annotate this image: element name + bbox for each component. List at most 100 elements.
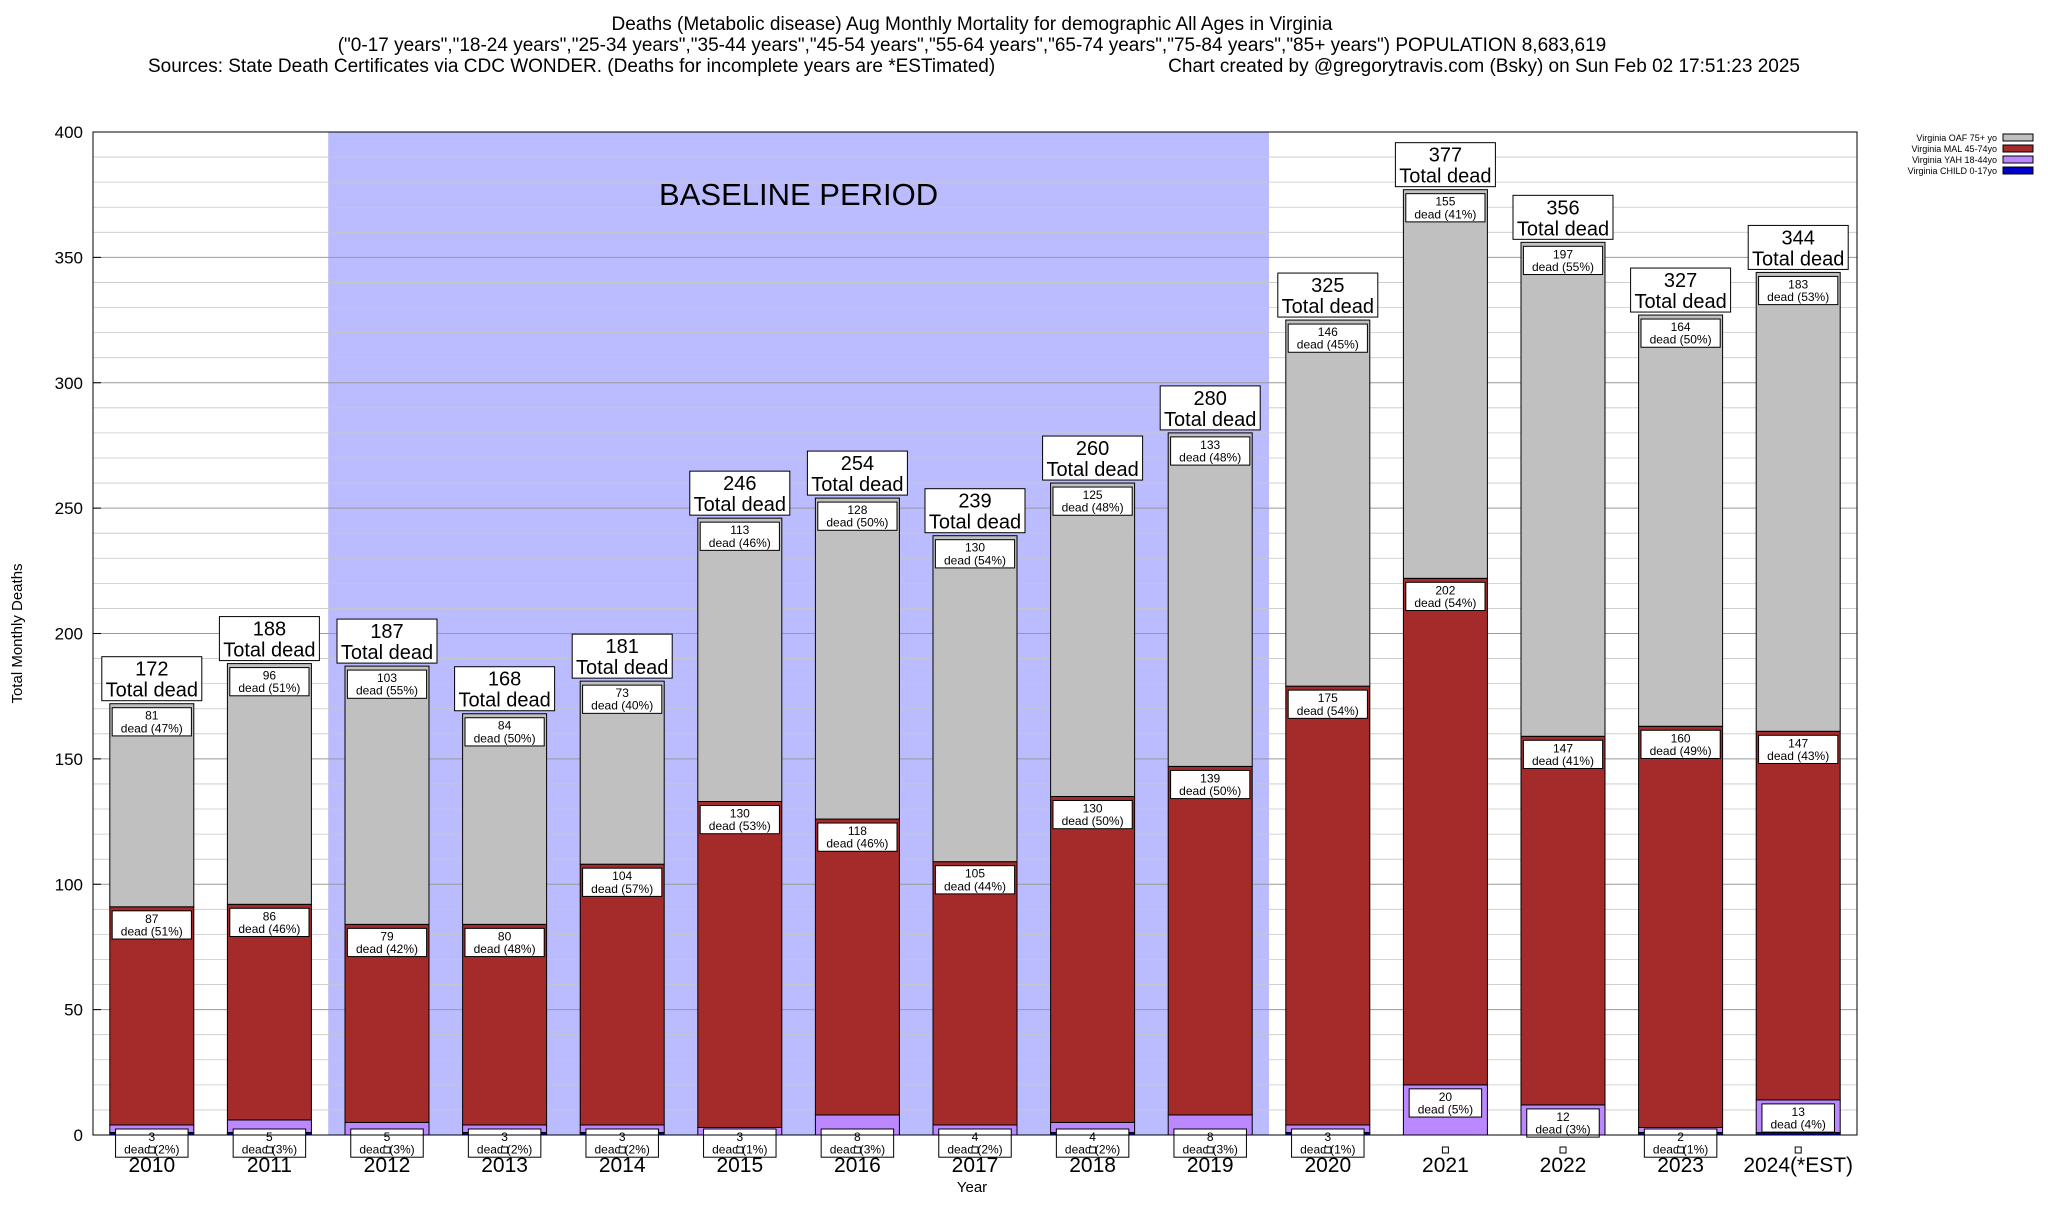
yah-segment-label-value: 3 xyxy=(1324,1130,1331,1144)
mal-segment-label-box xyxy=(1170,769,1251,800)
x-tick-label: 2010 xyxy=(128,1154,175,1177)
oaf-segment-label-box xyxy=(1405,193,1486,223)
total-label-text: Total dead xyxy=(1752,248,1844,270)
total-label-value: 260 xyxy=(1076,438,1109,460)
oaf-segment-label-box xyxy=(699,521,780,551)
total-label-text: Total dead xyxy=(1634,291,1726,313)
mal-segment-label-box xyxy=(111,910,192,940)
total-label-text: Total dead xyxy=(1046,459,1138,481)
oaf-segment-label-value: 146 xyxy=(1318,325,1338,339)
child-marker xyxy=(1441,1146,1449,1154)
child-marker xyxy=(148,1146,156,1154)
mal-segment-label-value: 130 xyxy=(1083,801,1103,815)
bar-segment xyxy=(462,923,548,1126)
yah-segment-label-pct: dead (4%) xyxy=(1771,1117,1826,1131)
bar-segment xyxy=(1285,319,1371,687)
mal-segment-label-pct: dead (53%) xyxy=(709,819,771,833)
bar-segment xyxy=(1402,577,1488,1086)
total-label-text: Total dead xyxy=(106,680,198,702)
oaf-segment-label-value: 183 xyxy=(1788,277,1808,291)
legend-label: Virginia OAF 75+ yo xyxy=(1916,133,1997,143)
bar-segment xyxy=(932,861,1018,1126)
x-tick-label: 2020 xyxy=(1304,1154,1351,1177)
bar-segment xyxy=(1520,735,1606,1106)
y-axis-title: Total Monthly Deaths xyxy=(9,563,26,703)
mal-segment-label-value: 147 xyxy=(1788,736,1808,750)
yah-segment-label-value: 12 xyxy=(1556,1110,1570,1124)
bar-segment xyxy=(1167,765,1253,1116)
x-tick-label: 2011 xyxy=(247,1154,292,1177)
mal-segment-label-pct: dead (44%) xyxy=(944,879,1006,893)
bar-segment xyxy=(697,517,783,803)
bar-segment xyxy=(226,903,312,1121)
oaf-segment-label-pct: dead (51%) xyxy=(238,681,300,695)
total-label-box xyxy=(1042,435,1144,481)
oaf-segment-label-value: 96 xyxy=(263,669,277,683)
x-tick-label: 2018 xyxy=(1069,1154,1116,1177)
bars-layer xyxy=(109,189,1841,1136)
bar-segment xyxy=(1402,189,1488,579)
oaf-segment-label-value: 128 xyxy=(847,503,867,517)
total-label-value: 187 xyxy=(370,621,403,643)
mal-segment-label-pct: dead (54%) xyxy=(1297,704,1359,718)
total-label-value: 181 xyxy=(606,636,639,658)
bar-segment xyxy=(1285,685,1371,1126)
bar-segment xyxy=(1638,725,1724,1128)
yah-segment-label-value: 20 xyxy=(1439,1090,1453,1104)
total-label-value: 325 xyxy=(1311,275,1344,297)
yah-segment-label-box xyxy=(1408,1088,1483,1118)
bar-segment xyxy=(814,497,900,820)
mal-segment-label-box xyxy=(464,927,545,958)
oaf-segment-label-box xyxy=(111,707,192,737)
bar-segment xyxy=(1520,241,1606,737)
x-tick-label: 2013 xyxy=(481,1154,528,1177)
chart-subtitle: ("0-17 years","18-24 years","25-34 years… xyxy=(338,35,1607,56)
yah-segment-label-pct: dead (3%) xyxy=(1535,1123,1590,1137)
total-label-box xyxy=(218,616,320,662)
oaf-segment-label-box xyxy=(582,684,663,714)
legend-label: Virginia CHILD 0-17yo xyxy=(1908,166,1997,176)
oaf-segment-label-box xyxy=(817,501,898,531)
total-label-box xyxy=(1512,194,1614,240)
mal-segment-label-value: 80 xyxy=(498,929,512,943)
total-label-text: Total dead xyxy=(458,690,550,712)
oaf-segment-label-pct: dead (47%) xyxy=(121,721,183,735)
mal-segment-label-pct: dead (46%) xyxy=(238,922,300,936)
mal-segment-label-value: 79 xyxy=(380,929,394,943)
bar-segment xyxy=(462,713,548,925)
mal-segment-label-value: 147 xyxy=(1553,741,1573,755)
child-marker xyxy=(853,1146,861,1154)
mal-segment-label-pct: dead (46%) xyxy=(826,837,888,851)
legend-swatch xyxy=(2002,133,2034,142)
yah-segment-label-value: 3 xyxy=(619,1130,626,1144)
yah-segment-label-box xyxy=(467,1128,542,1158)
bar-segment xyxy=(1050,482,1136,797)
x-tick-label: 2012 xyxy=(364,1154,411,1177)
bar-segment xyxy=(109,703,195,908)
y-tick-label: 150 xyxy=(55,750,83,769)
oaf-segment-label-box xyxy=(1052,486,1133,516)
mal-segment-label-pct: dead (50%) xyxy=(1062,814,1124,828)
